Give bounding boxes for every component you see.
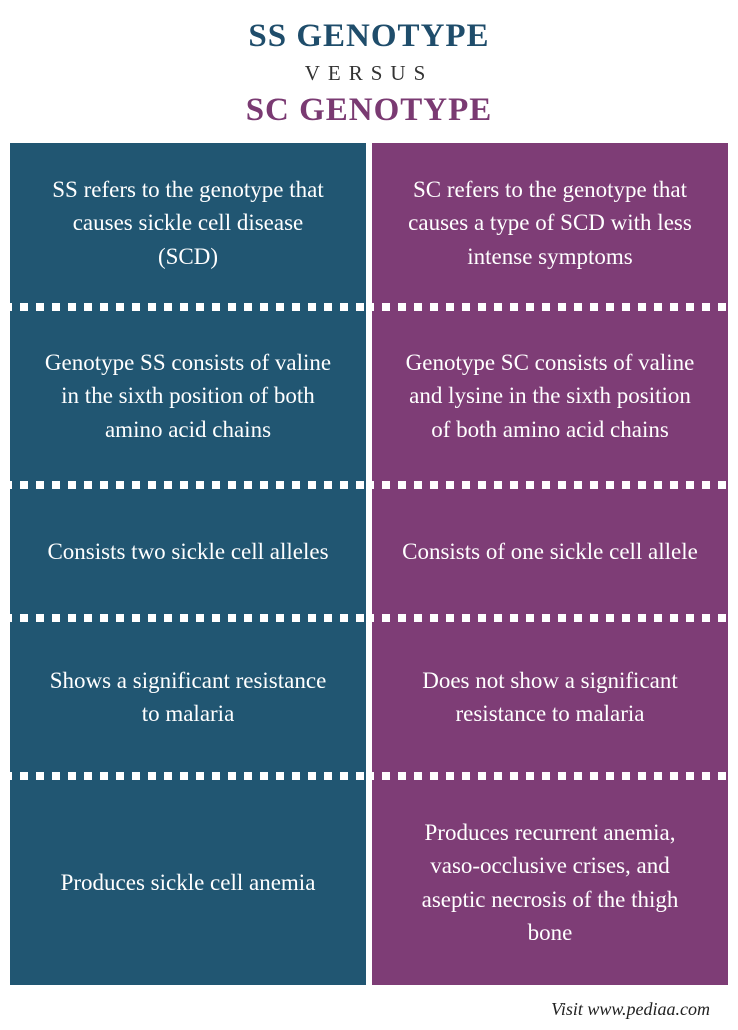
- comparison-cell: Produces recurrent anemia, vaso-occlusiv…: [372, 780, 728, 985]
- comparison-cell: SS refers to the genotype that causes si…: [10, 143, 366, 303]
- comparison-cell: Produces sickle cell anemia: [10, 780, 366, 985]
- comparison-cell: Genotype SC consists of valine and lysin…: [372, 311, 728, 481]
- footer-credit: Visit www.pediaa.com: [10, 985, 728, 1030]
- comparison-cell: Shows a significant resistance to malari…: [10, 622, 366, 772]
- comparison-cell: SC refers to the genotype that causes a …: [372, 143, 728, 303]
- title-right: SC GENOTYPE: [10, 92, 728, 129]
- row-divider: [10, 614, 366, 622]
- header: SS GENOTYPE VERSUS SC GENOTYPE: [10, 0, 728, 143]
- row-divider: [372, 303, 728, 311]
- comparison-cell: Consists two sickle cell alleles: [10, 489, 366, 614]
- row-divider: [372, 614, 728, 622]
- column-left: SS refers to the genotype that causes si…: [10, 143, 366, 985]
- row-divider: [10, 772, 366, 780]
- infographic-container: SS GENOTYPE VERSUS SC GENOTYPE SS refers…: [0, 0, 738, 1030]
- comparison-cell: Genotype SS consists of valine in the si…: [10, 311, 366, 481]
- comparison-cell: Consists of one sickle cell allele: [372, 489, 728, 614]
- row-divider: [10, 303, 366, 311]
- comparison-cell: Does not show a significant resistance t…: [372, 622, 728, 772]
- column-right: SC refers to the genotype that causes a …: [372, 143, 728, 985]
- versus-label: VERSUS: [10, 61, 728, 86]
- row-divider: [10, 481, 366, 489]
- row-divider: [372, 772, 728, 780]
- comparison-columns: SS refers to the genotype that causes si…: [10, 143, 728, 985]
- row-divider: [372, 481, 728, 489]
- title-left: SS GENOTYPE: [10, 18, 728, 55]
